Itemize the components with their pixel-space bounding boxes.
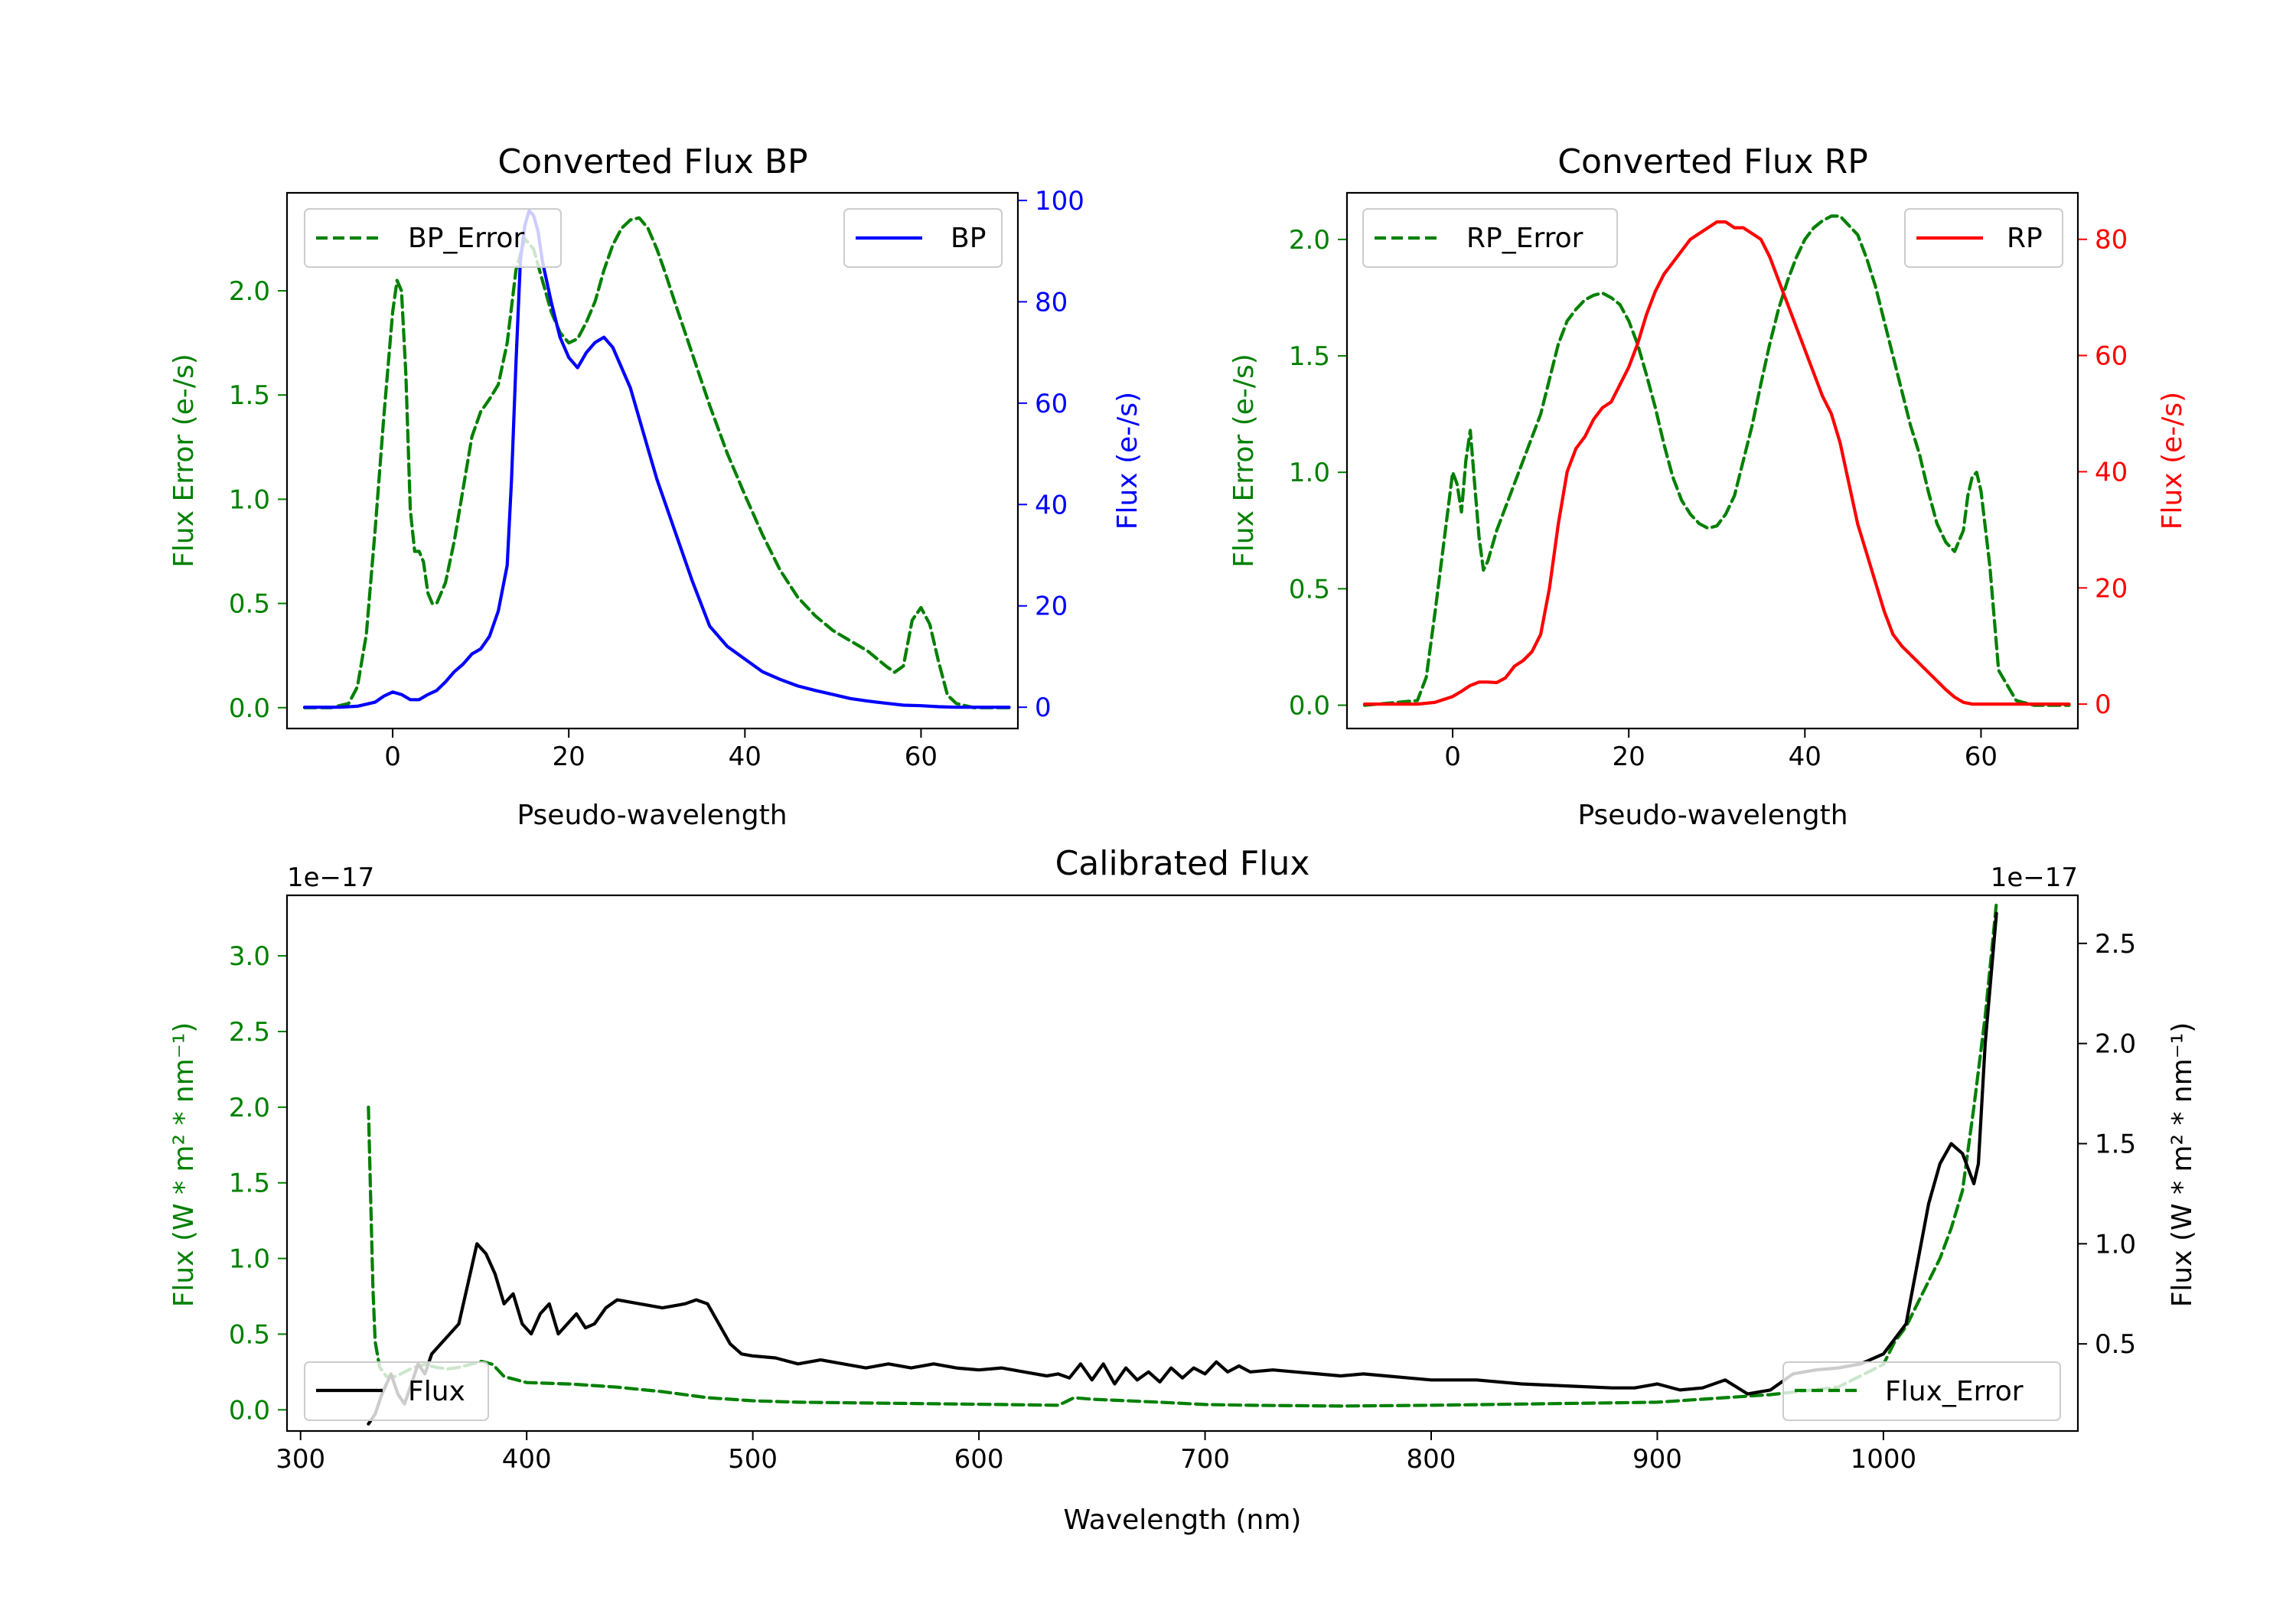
bp-xtick-label: 0 — [384, 742, 401, 772]
rp-ytick-left-label: 0.5 — [1289, 574, 1330, 605]
cal-ytick-left-label: 0.5 — [229, 1319, 270, 1350]
cal-xtick-label: 1000 — [1851, 1444, 1917, 1475]
cal-ytick-right-label: 1.0 — [2095, 1229, 2136, 1260]
rp-legend-flux: RP — [1904, 208, 2063, 268]
rp-xtick-label: 0 — [1444, 742, 1461, 772]
rp-title: Converted Flux RP — [1557, 142, 1868, 181]
rp-series-rp — [1362, 220, 2071, 706]
rp-plot-area — [1362, 214, 2071, 707]
bp-ylabel-left: Flux Error (e-/s) — [168, 354, 200, 568]
cal-offset-right: 1e−17 — [1991, 862, 2078, 893]
cal-offset-left: 1e−17 — [287, 862, 374, 893]
cal-xtick-label: 800 — [1407, 1444, 1456, 1475]
rp-ytick-right-label: 0 — [2095, 689, 2112, 720]
cal-legend-flux: Flux — [304, 1361, 489, 1421]
cal-xtick-label: 300 — [276, 1444, 325, 1475]
bp-legend-flux: BP — [843, 208, 1003, 268]
bp-ytick-left-label: 1.5 — [229, 380, 270, 411]
rp-xtick-label: 40 — [1789, 742, 1821, 772]
rp-xtick-label: 20 — [1613, 742, 1645, 772]
bp-ytick-right-label: 100 — [1035, 186, 1084, 217]
rp-ytick-right-label: 80 — [2095, 225, 2128, 256]
bp-xtick-label: 20 — [553, 742, 585, 772]
cal-xlabel: Wavelength (nm) — [1064, 1504, 1302, 1536]
rp-series-rp-error — [1362, 214, 2071, 707]
rp-ytick-right-label: 20 — [2095, 573, 2128, 604]
cal-legend-error: Flux_Error — [1782, 1361, 2061, 1421]
cal-ticks: 300 400 500 600 700 800 900 1000 0.0 0.5 1.0 1.5 2.0… — [229, 929, 2136, 1475]
bp-ytick-left-label: 1.0 — [229, 484, 270, 515]
rp-legend-error: RP_Error — [1362, 208, 1618, 268]
cal-series-flux-error — [367, 901, 1998, 1408]
rp-ytick-left-label: 2.0 — [1289, 225, 1330, 256]
cal-ytick-left-label: 2.5 — [229, 1017, 270, 1048]
cal-xtick-label: 900 — [1632, 1444, 1682, 1475]
rp-ytick-left-label: 0.0 — [1289, 691, 1330, 722]
cal-xtick-label: 500 — [728, 1444, 778, 1475]
rp-panel: Converted Flux RP 0 20 40 60 0.0 0.5 1.0 1.5 2.0… — [1228, 142, 2188, 831]
bp-ticks: 0 20 40 60 0.0 0.5 1.0 1.5 2.0 0 20 40 60 80 100 — [229, 186, 1084, 772]
bp-ytick-right-label: 40 — [1035, 490, 1068, 520]
cal-ylabel-left: Flux (W * m² * nm⁻¹) — [168, 1022, 200, 1308]
bp-xlabel: Pseudo-wavelength — [517, 800, 787, 831]
rp-ytick-left-label: 1.5 — [1289, 341, 1330, 372]
bp-legend-error: BP_Error — [304, 208, 562, 268]
cal-ytick-right-label: 1.5 — [2095, 1129, 2136, 1159]
cal-legend-flux-label: Flux — [408, 1376, 465, 1407]
bp-title: Converted Flux BP — [497, 142, 807, 181]
bp-series-bp — [302, 209, 1011, 709]
bp-frame — [285, 191, 1019, 730]
rp-ticks: 0 20 40 60 0.0 0.5 1.0 1.5 2.0 0 20 40 60 80 — [1289, 225, 2128, 772]
cal-ytick-left-label: 1.0 — [229, 1244, 270, 1275]
cal-frame — [285, 894, 2079, 1433]
rp-ylabel-left: Flux Error (e-/s) — [1228, 354, 1260, 568]
rp-frame — [1345, 191, 2079, 730]
cal-plot-area — [367, 901, 1998, 1426]
bp-series-bp-error — [302, 216, 1011, 709]
rp-ylabel-right: Flux (e-/s) — [2157, 392, 2188, 530]
cal-ytick-left-label: 1.5 — [229, 1169, 270, 1199]
rp-ytick-right-label: 40 — [2095, 457, 2128, 487]
rp-xlabel: Pseudo-wavelength — [1577, 800, 1848, 831]
bp-ytick-right-label: 60 — [1035, 389, 1068, 419]
rp-ytick-left-label: 1.0 — [1289, 458, 1330, 488]
bp-ytick-right-label: 80 — [1035, 287, 1068, 318]
cal-ytick-left-label: 0.0 — [229, 1395, 270, 1426]
bp-legend-error-label: BP_Error — [408, 223, 524, 254]
bp-ytick-left-label: 0.0 — [229, 693, 270, 724]
cal-ytick-right-label: 0.5 — [2095, 1329, 2136, 1360]
cal-xtick-label: 700 — [1180, 1444, 1230, 1475]
cal-panel: Calibrated Flux 1e−17 1e−17 300 400 500 600… — [168, 844, 2198, 1536]
rp-legend-error-label: RP_Error — [1466, 223, 1583, 254]
bp-xtick-label: 60 — [905, 742, 938, 772]
rp-legend-flux-label: RP — [2007, 223, 2043, 254]
rp-ytick-right-label: 60 — [2095, 341, 2128, 372]
cal-ytick-right-label: 2.0 — [2095, 1029, 2136, 1060]
cal-ytick-left-label: 3.0 — [229, 941, 270, 972]
cal-title: Calibrated Flux — [1055, 844, 1310, 883]
cal-ytick-right-label: 2.5 — [2095, 929, 2136, 960]
bp-plot-area — [302, 209, 1011, 709]
bp-ytick-right-label: 0 — [1035, 693, 1052, 723]
bp-ytick-left-label: 2.0 — [229, 276, 270, 307]
bp-legend-flux-label: BP — [951, 223, 986, 254]
bp-panel: Converted Flux BP 0 20 40 60 0.0 0.5 1.0 1.5 2.0… — [168, 142, 1143, 831]
cal-ylabel-right: Flux (W * m² * nm⁻¹) — [2167, 1022, 2198, 1308]
cal-xtick-label: 600 — [954, 1444, 1004, 1475]
cal-ytick-left-label: 2.0 — [229, 1093, 270, 1123]
bp-ytick-right-label: 20 — [1035, 592, 1068, 622]
cal-series-flux — [367, 911, 1998, 1426]
bp-xtick-label: 40 — [729, 742, 762, 772]
bp-ytick-left-label: 0.5 — [229, 589, 270, 620]
cal-xtick-label: 400 — [502, 1444, 552, 1475]
rp-xtick-label: 60 — [1965, 742, 1998, 772]
bp-ylabel-right: Flux (e-/s) — [1112, 392, 1143, 530]
cal-legend-error-label: Flux_Error — [1885, 1376, 2024, 1407]
